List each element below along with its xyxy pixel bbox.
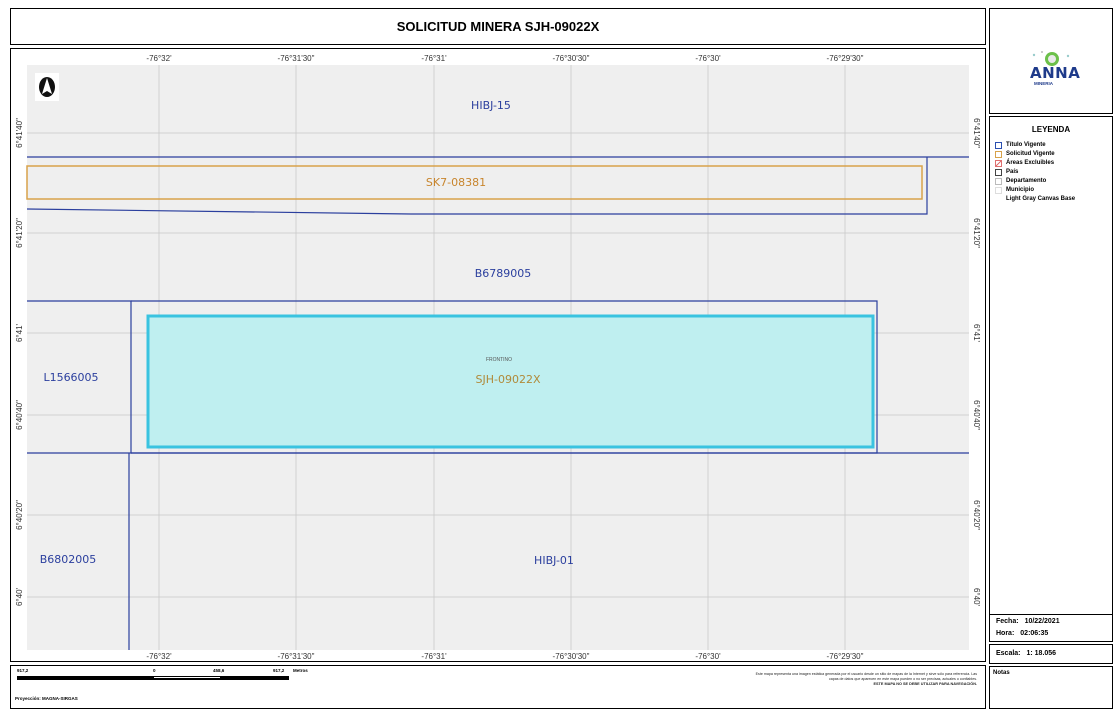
logo-panel: ANNA MINERIA	[989, 8, 1113, 114]
logo-subtitle: MINERIA	[1034, 81, 1053, 86]
legend-item: Light Gray Canvas Base	[995, 195, 1075, 204]
legend-item: Título Vigente	[995, 141, 1075, 150]
coord-right-col: 6°41'40" 6°41'20" 6°41' 6°40'40" 6°40'20…	[972, 118, 981, 606]
label-l1566005: L1566005	[43, 371, 98, 384]
legend-item-label: País	[1006, 169, 1019, 175]
legend-item-label: Departamento	[1006, 178, 1047, 184]
label-b6802005: B6802005	[40, 553, 97, 566]
coord-bottom: -76°30'	[695, 652, 721, 661]
departamento-swatch-icon	[995, 178, 1002, 185]
legend-item-label: Municipio	[1006, 187, 1034, 193]
legend-item: Áreas Excluibles	[995, 159, 1075, 168]
coord-left: 6°41'	[15, 323, 24, 342]
coord-right: 6°40'20"	[972, 500, 981, 530]
coord-top: -76°32'	[146, 54, 172, 63]
pais-swatch-icon	[995, 169, 1002, 176]
legend-list: Título Vigente Solicitud Vigente Áreas E…	[995, 141, 1075, 204]
coord-bottom: -76°31'30"	[278, 652, 315, 661]
north-arrow-icon	[35, 73, 59, 101]
coord-bottom-row: -76°32' -76°31'30" -76°31' -76°30'30" -7…	[146, 652, 863, 661]
coord-bottom: -76°32'	[146, 652, 172, 661]
title-panel: SOLICITUD MINERA SJH-09022X	[10, 8, 986, 45]
scalebar-label: 917,2	[273, 668, 285, 673]
coord-bottom: -76°29'30"	[827, 652, 864, 661]
hora-row: Hora: 02:06:35	[996, 630, 1048, 637]
solicitud-sk7-outline	[26, 165, 923, 200]
legend-item: Solicitud Vigente	[995, 150, 1075, 159]
solicitud-swatch-icon	[995, 151, 1002, 158]
scalebar-label: 0	[153, 668, 156, 673]
hora-value: 02:06:35	[1020, 630, 1049, 637]
projection-label: Proyección: MAGNA-SIRGAS	[15, 696, 78, 701]
coord-right: 6°40'40"	[972, 400, 981, 430]
basemap-swatch-icon	[995, 196, 1002, 203]
legend-item: Municipio	[995, 186, 1075, 195]
escala-value: 1: 18.056	[1026, 650, 1057, 657]
coord-left: 6°40'40"	[15, 400, 24, 430]
sjh-polygon[interactable]	[146, 314, 875, 449]
legend-item: País	[995, 168, 1075, 177]
label-hibj01: HIBJ-01	[534, 554, 574, 567]
legend-item-label: Light Gray Canvas Base	[1006, 196, 1076, 202]
logo-text: ANNA	[1030, 64, 1081, 82]
coord-left: 6°40'	[15, 587, 24, 606]
map-frame: HIBJ-15 SK7-08381 B6789005 L1566005 FRON…	[10, 48, 986, 662]
legend-title: LEYENDA	[1031, 125, 1071, 134]
anna-logo: ANNA MINERIA	[1020, 49, 1086, 89]
scalebar-bars	[17, 676, 289, 680]
notes-panel: Notas	[989, 666, 1113, 709]
scalebar-label: 458,6	[213, 668, 225, 673]
legend-item-label: Solicitud Vigente	[1006, 151, 1055, 157]
disclaimer: Este mapa representa una imagen estática…	[747, 672, 977, 687]
map-canvas[interactable]: HIBJ-15 SK7-08381 B6789005 L1566005 FRON…	[11, 49, 985, 661]
titulo-boundaries	[26, 156, 969, 650]
label-frontino: FRONTINO	[486, 357, 512, 363]
coord-left-col: 6°41'40" 6°41'20" 6°41' 6°40'40" 6°40'20…	[15, 118, 24, 606]
scale-panel: Escala: 1: 18.056	[989, 644, 1113, 664]
escala-label: Escala:	[996, 650, 1021, 657]
legend-item: Departamento	[995, 177, 1075, 186]
scalebar-unit: Metros	[293, 668, 308, 673]
disclaimer-warning: ESTE MAPA NO SE DEBE UTILIZAR PARA NAVEG…	[873, 682, 977, 686]
coord-right: 6°40'	[972, 588, 981, 607]
coord-left: 6°40'20"	[15, 500, 24, 530]
fecha-label: Fecha:	[996, 618, 1019, 625]
coord-top: -76°31'	[421, 54, 447, 63]
coord-right: 6°41'40"	[972, 118, 981, 148]
titulo-swatch-icon	[995, 142, 1002, 149]
coord-top: -76°31'30"	[278, 54, 315, 63]
disclaimer-text: Este mapa representa una imagen estática…	[755, 672, 977, 681]
coord-top: -76°30'	[695, 54, 721, 63]
map-title: SOLICITUD MINERA SJH-09022X	[396, 19, 600, 34]
fecha-value: 10/22/2021	[1024, 618, 1060, 625]
label-sk7: SK7-08381	[426, 176, 486, 189]
fecha-row: Fecha: 10/22/2021	[996, 618, 1060, 625]
coord-top: -76°30'30"	[553, 54, 590, 63]
logo-globe-icon	[1032, 51, 1070, 66]
legend-item-label: Áreas Excluibles	[1006, 160, 1055, 166]
legend-item-label: Título Vigente	[1006, 142, 1046, 148]
datetime-panel: Fecha: 10/22/2021 Hora: 02:06:35	[989, 614, 1113, 642]
coord-top: -76°29'30"	[827, 54, 864, 63]
label-sjh: SJH-09022X	[476, 373, 541, 386]
coord-right: 6°41'20"	[972, 218, 981, 248]
coord-left: 6°41'20"	[15, 218, 24, 248]
coord-bottom: -76°30'30"	[553, 652, 590, 661]
municipio-swatch-icon	[995, 187, 1002, 194]
scale-bar: 917,2 0 458,6 917,2 Metros	[15, 666, 345, 694]
label-b6789005: B6789005	[475, 267, 532, 280]
hora-label: Hora:	[996, 630, 1015, 637]
coord-right: 6°41'	[972, 324, 981, 343]
label-hibj15: HIBJ-15	[471, 99, 511, 112]
legend-panel: LEYENDA Título Vigente Solicitud Vigente…	[989, 116, 1113, 642]
notas-label: Notas	[993, 670, 1010, 676]
escala-row: Escala: 1: 18.056	[996, 650, 1056, 657]
coord-bottom: -76°31'	[421, 652, 447, 661]
coord-left: 6°41'40"	[15, 118, 24, 148]
footer-panel: 917,2 0 458,6 917,2 Metros Proyección: M…	[10, 665, 986, 709]
areas-swatch-icon	[995, 160, 1002, 167]
coord-top-row: -76°32' -76°31'30" -76°31' -76°30'30" -7…	[146, 54, 863, 63]
scalebar-label: 917,2	[17, 668, 29, 673]
